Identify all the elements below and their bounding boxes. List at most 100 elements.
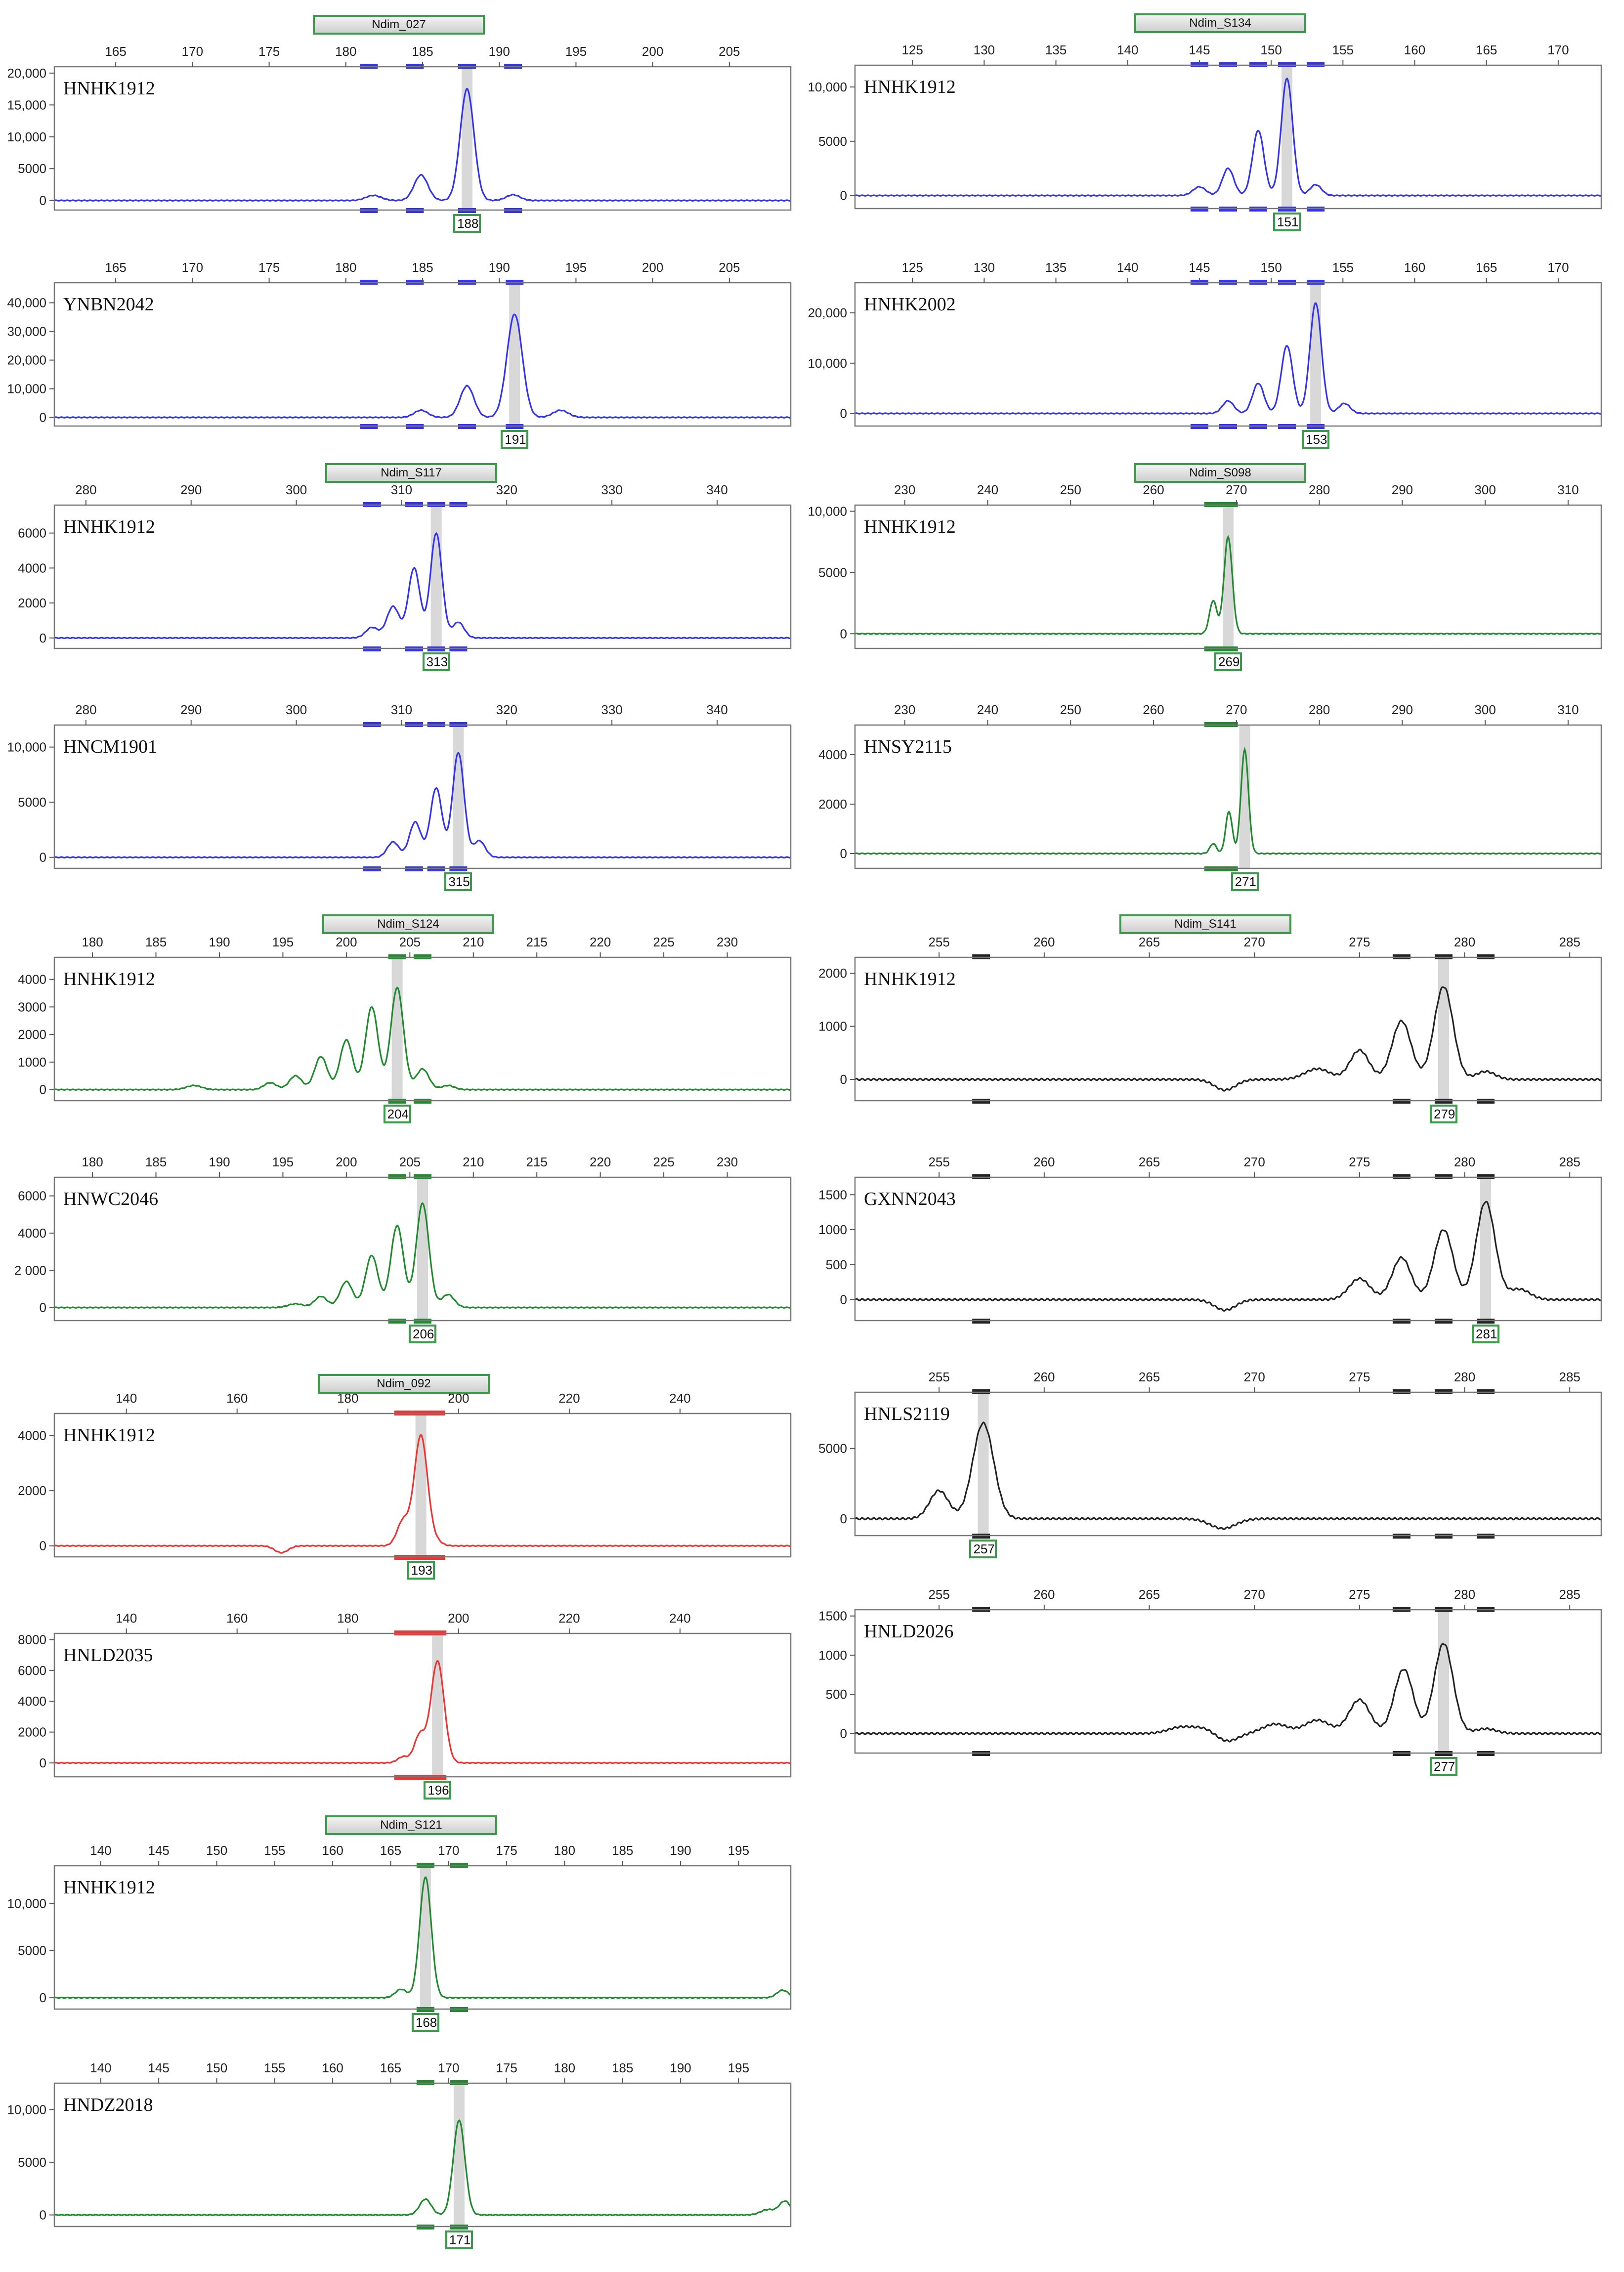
bin-marker-bottom xyxy=(412,1555,430,1560)
y-tick-label: 0 xyxy=(840,1292,847,1307)
bin-marker-bottom xyxy=(449,866,468,871)
sample-label: HNSY2115 xyxy=(864,736,952,757)
x-tick-label: 165 xyxy=(380,1843,401,1858)
bin-marker-top xyxy=(1307,280,1325,285)
y-tick-label: 2000 xyxy=(18,1483,46,1498)
y-tick-label: 2000 xyxy=(18,1725,46,1740)
x-tick-label: 155 xyxy=(264,2060,285,2075)
bin-marker-bottom xyxy=(1249,207,1267,212)
x-tick-label: 205 xyxy=(399,1155,421,1169)
trace-line xyxy=(854,1643,1602,1743)
bin-marker-bottom xyxy=(427,866,445,871)
bin-marker-bottom xyxy=(1434,1534,1453,1539)
plot-frame xyxy=(854,1609,1602,1754)
bin-marker-top xyxy=(1219,280,1237,285)
bin-marker-top xyxy=(1307,62,1325,67)
x-tick-label: 265 xyxy=(1139,1587,1160,1602)
sample-label: HNDZ2018 xyxy=(63,2095,153,2115)
bin-marker-bottom xyxy=(972,1751,990,1756)
bin-marker-top xyxy=(428,1630,447,1635)
bin-marker-top xyxy=(1434,954,1453,959)
bin-marker-bottom xyxy=(406,208,424,213)
bin-marker-top xyxy=(414,954,431,959)
y-tick-label: 5000 xyxy=(18,1943,46,1958)
y-tick-label: 10,000 xyxy=(808,356,847,371)
allele-call-label: 171 xyxy=(445,2230,473,2249)
y-tick-label: 10,000 xyxy=(808,80,847,94)
sample-label: HNWC2046 xyxy=(63,1189,159,1209)
plot-frame xyxy=(854,504,1602,649)
bin-marker-bottom xyxy=(1220,866,1238,871)
x-tick-label: 140 xyxy=(116,1391,137,1406)
y-tick-label: 1000 xyxy=(818,1019,847,1034)
x-tick-label: 170 xyxy=(438,1843,459,1858)
x-tick-label: 290 xyxy=(180,702,202,717)
y-tick-label: 2 000 xyxy=(14,1263,46,1278)
x-tick-label: 260 xyxy=(1143,702,1164,717)
x-tick-label: 260 xyxy=(1033,1587,1055,1602)
plot-frame xyxy=(854,956,1602,1102)
bin-marker-bottom xyxy=(1204,866,1222,871)
x-tick-label: 125 xyxy=(901,260,923,275)
x-tick-label: 285 xyxy=(1559,1587,1581,1602)
bin-marker-bottom xyxy=(450,2225,468,2229)
y-tick-label: 10,000 xyxy=(7,129,46,144)
marker-tag-ndim-092: Ndim_092 xyxy=(318,1374,490,1394)
y-tick-label: 0 xyxy=(840,188,847,203)
x-tick-label: 275 xyxy=(1349,1155,1370,1169)
y-tick-label: 4000 xyxy=(18,1694,46,1709)
x-tick-label: 150 xyxy=(1260,260,1282,275)
bin-marker-top xyxy=(506,280,524,285)
sample-label: HNHK1912 xyxy=(864,969,956,989)
call-highlight-band xyxy=(462,67,473,210)
x-tick-label: 215 xyxy=(526,1155,548,1169)
x-tick-label: 310 xyxy=(391,482,412,497)
bin-marker-bottom xyxy=(1477,1099,1495,1104)
x-tick-label: 205 xyxy=(719,260,740,275)
plot-frame xyxy=(854,282,1602,427)
x-tick-label: 145 xyxy=(1189,260,1210,275)
x-tick-label: 270 xyxy=(1226,702,1247,717)
sample-label: HNLD2026 xyxy=(864,1621,954,1642)
bin-marker-bottom xyxy=(1392,1534,1410,1539)
bin-marker-top xyxy=(405,502,423,507)
bin-marker-top xyxy=(1190,280,1208,285)
bin-marker-top xyxy=(450,2080,468,2085)
x-tick-label: 230 xyxy=(717,935,738,949)
allele-call-label: 279 xyxy=(1429,1105,1457,1123)
x-tick-label: 220 xyxy=(558,1391,580,1406)
call-highlight-band xyxy=(509,283,520,426)
x-tick-label: 250 xyxy=(1060,702,1081,717)
x-tick-label: 195 xyxy=(272,1155,294,1169)
y-tick-label: 0 xyxy=(40,410,46,425)
bin-marker-bottom xyxy=(427,1555,446,1560)
y-tick-label: 0 xyxy=(40,1082,46,1097)
x-tick-label: 180 xyxy=(82,1155,103,1169)
plot-frame xyxy=(854,1391,1602,1537)
x-tick-label: 270 xyxy=(1243,1155,1265,1169)
sample-label: HNHK1912 xyxy=(864,77,956,97)
x-tick-label: 165 xyxy=(1476,260,1497,275)
trace-line xyxy=(855,77,1602,197)
marker-tag-ndim-s117: Ndim_S117 xyxy=(325,463,497,483)
call-highlight-band xyxy=(1438,1610,1449,1753)
x-tick-label: 265 xyxy=(1139,1370,1160,1384)
bin-marker-top xyxy=(1477,1174,1495,1179)
bin-marker-top xyxy=(1392,1389,1410,1394)
y-tick-label: 2000 xyxy=(18,596,46,610)
allele-call-label: 315 xyxy=(444,872,472,891)
x-tick-label: 275 xyxy=(1349,1587,1370,1602)
y-tick-label: 15,000 xyxy=(7,97,46,112)
bin-marker-bottom xyxy=(458,424,476,429)
bin-marker-bottom xyxy=(449,646,468,651)
bin-marker-top xyxy=(406,280,424,285)
y-tick-label: 10,000 xyxy=(7,740,46,755)
call-highlight-band xyxy=(1239,725,1250,868)
x-tick-label: 130 xyxy=(974,260,995,275)
y-tick-label: 1500 xyxy=(818,1609,847,1624)
y-tick-label: 6000 xyxy=(18,526,46,541)
bin-marker-top xyxy=(458,64,476,69)
plot-frame xyxy=(53,282,792,427)
